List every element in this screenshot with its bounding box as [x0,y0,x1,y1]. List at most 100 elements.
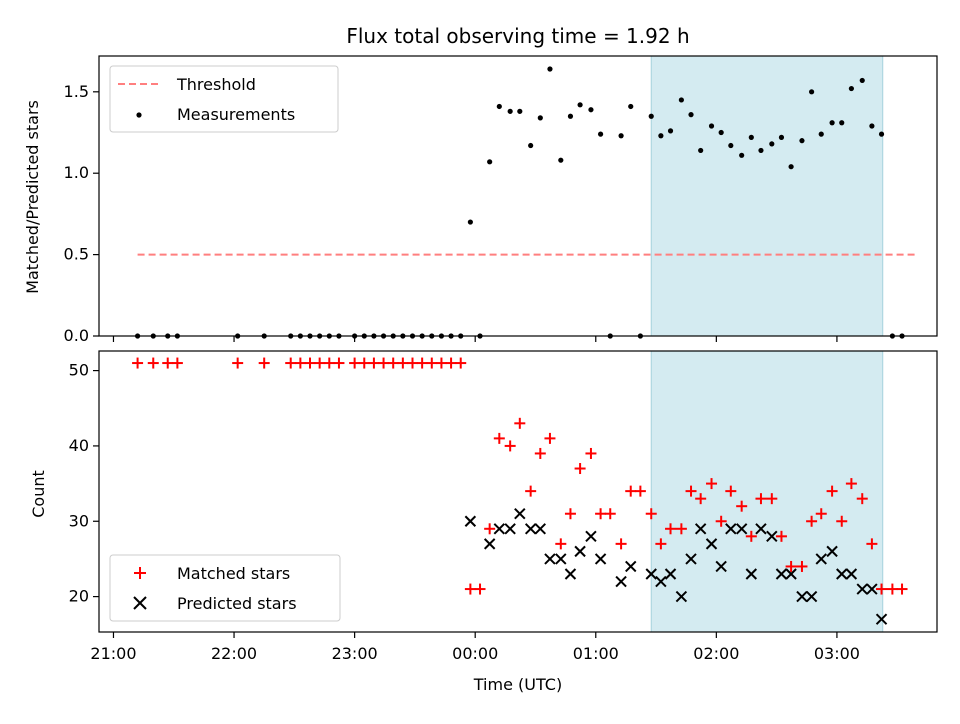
matched-point [555,538,567,550]
x-tick-label: 22:00 [211,644,257,663]
matched-point [378,357,390,369]
predicted-point [655,575,667,588]
matched-point [445,357,457,369]
matched-point [574,463,586,475]
measurement-point [809,89,815,95]
top-legend-box [109,65,339,133]
matched-point [775,530,787,542]
bottom-panel: 20 30 40 50 21:00 22:00 23:00 00:00 01:00 02:00 0… [29,350,938,694]
predicted-point [594,553,607,565]
top-y-tick-label: 0.5 [64,245,89,264]
top-axes-frame [98,55,938,337]
matched-point [625,485,637,497]
measurement-point [547,66,553,72]
predicted-point [585,530,597,543]
matched-point [314,357,326,369]
measurement-point [708,123,715,129]
matched-point [836,515,848,527]
predicted-point [826,545,838,558]
top-y-axis-label: Matched/Predicted stars [23,100,42,294]
matched-point [685,485,697,497]
matched-point [323,357,335,369]
predicted-point [856,583,868,595]
predicted-point [735,523,748,535]
measurement-point [648,113,654,119]
predicted-legend-swatch [133,596,147,610]
predicted-point [534,523,547,535]
matched-point [766,493,778,505]
predicted-point [524,523,537,535]
x-tick-label: 02:00 [693,644,739,663]
matched-point [806,515,818,527]
top-y-tick-label: 1.5 [64,82,89,101]
measurement-point [577,102,583,108]
matched-point [406,357,418,369]
matched-point [258,357,270,369]
matched-point [856,493,868,505]
measurement-point [788,164,794,170]
matched-point [645,508,657,520]
predicted-point [805,590,818,603]
matched-point [132,357,144,369]
measurement-point [869,123,875,129]
measurement-point [728,142,734,149]
matched-point [585,447,597,459]
x-tick-label: 00:00 [452,644,498,663]
predicted-point [544,553,556,565]
matched-point [525,485,537,497]
measurement-point [698,147,704,154]
matched-point [147,357,159,369]
measurement-point [496,103,502,110]
predicted-point [796,590,808,603]
predicted-point [766,530,778,543]
predicted-point [615,575,627,588]
matched-point [368,357,380,369]
measurement-point [618,133,624,139]
bottom-axes-frame [98,350,938,633]
matched-point [604,508,616,520]
matched-point [504,440,516,452]
measurement-point [859,77,865,84]
matched-point [826,485,838,497]
matched-point [534,447,546,459]
matched-point [333,357,345,369]
measurement-point [718,129,724,136]
measurement-point [758,147,764,154]
chart-title: Flux total observing time = 1.92 h [346,24,689,48]
measurement-point [467,219,473,225]
predicted-point [866,583,878,595]
matched-point [544,432,556,444]
matched-point [455,357,467,369]
predicted-point [705,538,718,550]
matched-point [416,357,428,369]
predicted-point [514,508,526,520]
measurement-point [507,108,513,114]
measurements-legend-swatch [136,112,142,118]
matched-point [397,357,409,369]
top-y-tick-label: 0.0 [64,326,89,345]
predicted-point [645,568,657,580]
matched-point [845,478,857,490]
bottom-y-axis-label: Count [29,470,48,518]
predicted-point [845,568,858,580]
predicted-point [564,568,577,580]
measurement-point [597,131,604,137]
bottom-x-axis: 21:00 22:00 23:00 00:00 01:00 02:00 03:00 [90,632,860,663]
matched-point [564,508,576,520]
matched-point [294,357,306,369]
matched-point [785,560,797,572]
matched-point [595,508,607,520]
matched-point [796,560,808,572]
predicted-point [875,613,888,625]
top-x-axis [112,336,838,342]
predicted-point [483,538,496,550]
matched-point [285,357,297,369]
predicted-point [555,553,567,565]
matched-point [755,493,767,505]
measurement-point [688,112,694,118]
x-tick-label: 03:00 [814,644,860,663]
matched-point [615,538,627,550]
matched-legend-label: Matched stars [177,564,290,583]
matched-point [675,523,687,535]
